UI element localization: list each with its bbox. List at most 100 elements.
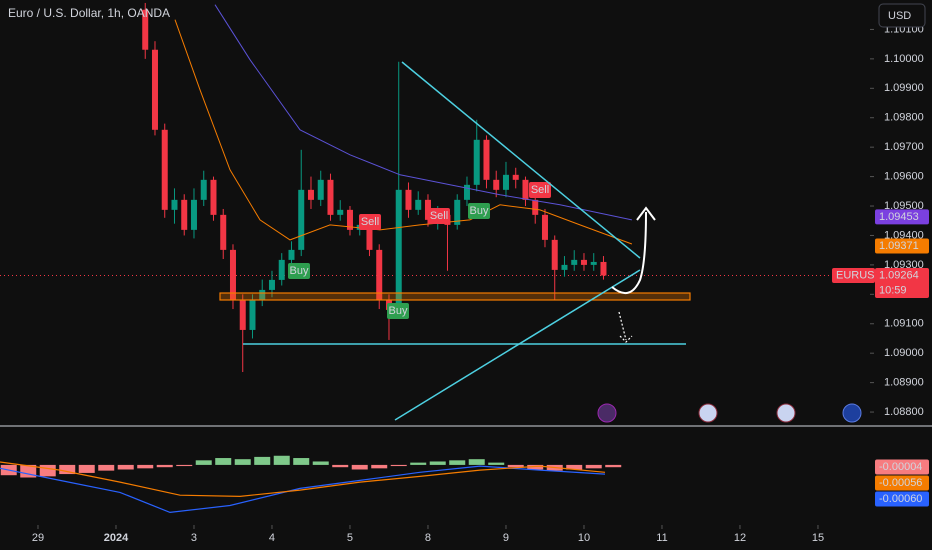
symbol-label: EURUSD <box>836 269 883 281</box>
histogram-bar <box>605 464 622 468</box>
candle-body <box>580 259 587 265</box>
x-tick-label: 15 <box>812 532 824 544</box>
symbol-badge <box>832 267 875 283</box>
trend-line <box>401 61 641 259</box>
candle-body <box>463 184 470 200</box>
price-badge <box>875 459 929 475</box>
event-icon[interactable] <box>698 403 718 423</box>
price-badge-label: -0.00056 <box>879 477 922 489</box>
signal-badge <box>387 303 409 319</box>
candle-body <box>551 239 558 270</box>
histogram-bar <box>390 464 407 467</box>
histogram-bar <box>59 464 76 475</box>
signal-label: Sell <box>531 184 549 196</box>
candle-body <box>288 249 295 260</box>
candle-body <box>561 264 568 270</box>
histogram-bar <box>312 461 329 465</box>
candle-body <box>307 189 314 200</box>
candle-body <box>541 214 548 240</box>
y-tick-label: 1.10000 <box>884 53 924 65</box>
candle-body <box>395 189 402 310</box>
histogram-bar <box>566 464 583 470</box>
y-tick-label: 1.09300 <box>884 259 924 271</box>
labels: 1.088001.089001.090001.091001.092001.093… <box>32 23 929 544</box>
histogram-bar <box>273 455 290 465</box>
last-price-label: 1.09264 <box>879 269 919 281</box>
candle-body <box>249 299 256 330</box>
histogram-bar <box>234 459 251 465</box>
histogram-bar <box>449 460 466 465</box>
currency-label: USD <box>888 10 911 22</box>
arrow <box>611 211 647 295</box>
y-tick-label: 1.09600 <box>884 170 924 182</box>
candle-body <box>239 299 246 330</box>
candle-body <box>512 174 519 180</box>
candle-body <box>346 209 353 230</box>
histogram-bar <box>137 464 154 469</box>
candle-body <box>376 249 383 300</box>
price-badge-label: -0.00004 <box>879 461 922 473</box>
event-icon[interactable] <box>776 403 796 423</box>
histogram-bar <box>39 464 56 477</box>
histogram-bar <box>293 458 310 465</box>
x-tick-label: 11 <box>656 532 667 544</box>
x-tick-label: 3 <box>191 532 197 544</box>
signal-badge <box>359 214 381 230</box>
currency-button[interactable] <box>878 3 926 28</box>
candle-body <box>424 199 431 220</box>
y-tick-label: 1.09500 <box>884 200 924 212</box>
histogram-bar <box>176 464 193 467</box>
candle-body <box>190 199 197 230</box>
candle-body <box>493 179 500 190</box>
y-tick-label: 1.09100 <box>884 318 924 330</box>
candle-body <box>366 224 373 250</box>
candle-body <box>259 289 266 300</box>
price-badge <box>875 267 929 298</box>
price-badge-label: -0.00060 <box>879 493 922 505</box>
candle-body <box>327 179 334 215</box>
dotted-arrow <box>618 311 633 343</box>
y-tick-label: 1.08800 <box>884 406 924 418</box>
histogram-bar <box>98 464 115 471</box>
candle-body <box>532 199 539 215</box>
arrow-head <box>636 206 656 221</box>
histogram-bar <box>156 464 173 468</box>
chart-title: Euro / U.S. Dollar, 1h, OANDA <box>8 6 170 20</box>
event-icon[interactable] <box>842 403 862 423</box>
x-tick-label: 5 <box>347 532 353 544</box>
price-badge <box>875 238 929 254</box>
macd-line <box>0 461 606 498</box>
event-icon[interactable] <box>597 403 617 423</box>
moving-average <box>174 19 633 245</box>
candle-body <box>600 261 607 276</box>
histogram-bar <box>371 464 388 469</box>
candle-body <box>142 9 149 50</box>
candle-body <box>571 259 578 265</box>
signal-label: Sell <box>430 210 448 222</box>
price-badge <box>875 475 929 491</box>
candle-body <box>502 174 509 190</box>
histogram-bar <box>468 459 485 465</box>
candle-body <box>278 259 285 280</box>
histogram-bar <box>117 464 134 470</box>
x-tick-label: 4 <box>269 532 275 544</box>
histogram-bar <box>254 456 271 465</box>
candle-body <box>298 189 305 250</box>
y-tick-label: 1.09400 <box>884 229 924 241</box>
signal-label: Sell <box>361 216 379 228</box>
candle-body <box>454 199 461 225</box>
x-tick-label: 12 <box>734 532 746 544</box>
y-tick-label: 1.08900 <box>884 377 924 389</box>
histogram-bar <box>429 461 446 465</box>
drawings <box>219 61 862 423</box>
histogram-bar <box>351 464 368 470</box>
candle-body <box>317 179 324 200</box>
candle-body <box>151 49 158 130</box>
signal-badge <box>428 208 450 224</box>
candle-body <box>405 189 412 210</box>
y-tick-label: 1.09700 <box>884 141 924 153</box>
price-badge <box>875 209 929 225</box>
candle-body <box>522 179 529 200</box>
